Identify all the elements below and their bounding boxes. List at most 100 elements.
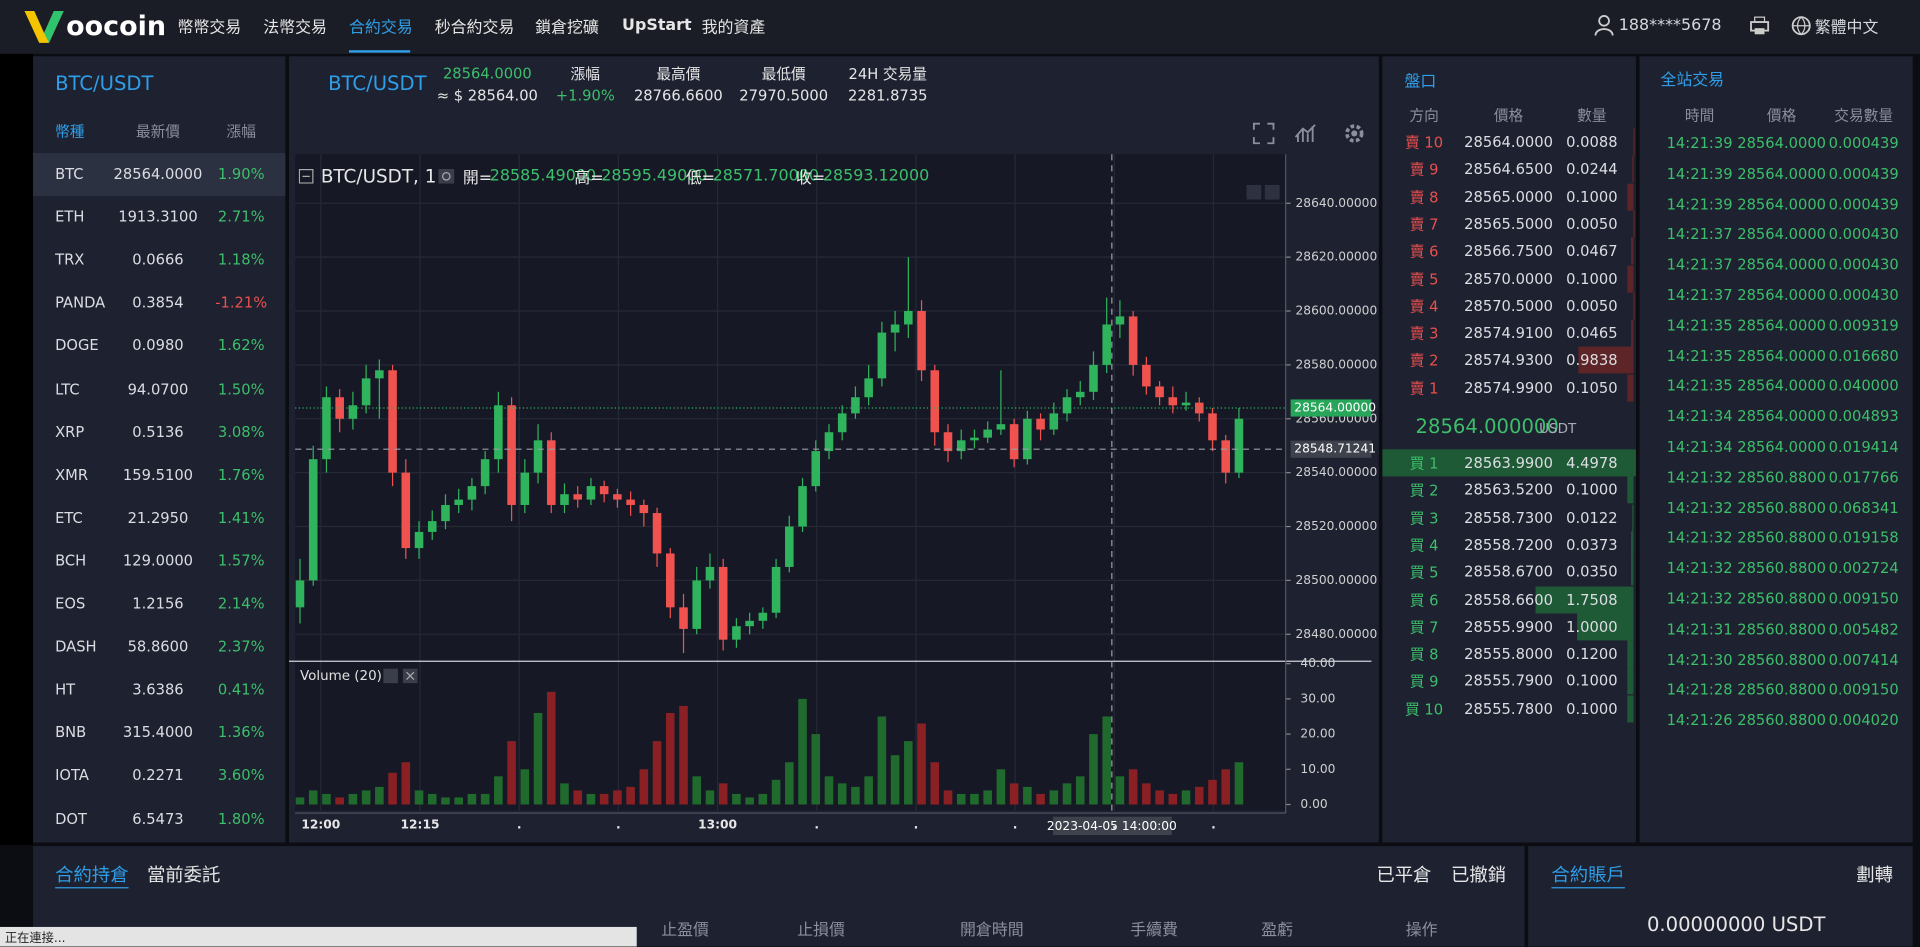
- settings-button[interactable]: [1345, 124, 1364, 143]
- orderbook-price[interactable]: 28566.7500: [1464, 242, 1553, 260]
- orderbook-price[interactable]: 28558.6700: [1464, 563, 1553, 581]
- positions-filter[interactable]: 已撤銷: [1451, 863, 1507, 886]
- nav-item[interactable]: 合約交易: [348, 18, 413, 38]
- market-cell[interactable]: 1.2156: [132, 595, 184, 613]
- positions-column: 止盈價: [661, 921, 709, 940]
- market-cell[interactable]: 0.3854: [132, 294, 184, 312]
- orderbook-price[interactable]: 28565.5000: [1464, 215, 1553, 233]
- orderbook-price[interactable]: 28565.0000: [1464, 188, 1553, 206]
- market-cell[interactable]: BNB: [55, 724, 87, 742]
- market-cell[interactable]: 3.6386: [132, 681, 184, 699]
- printer-icon[interactable]: [1750, 16, 1770, 36]
- market-cell[interactable]: ETC: [55, 509, 83, 527]
- market-cell[interactable]: DASH: [55, 638, 97, 656]
- market-cell[interactable]: 3.08%: [217, 423, 265, 441]
- orderbook-price[interactable]: 28558.7200: [1464, 536, 1553, 554]
- market-cell[interactable]: 1.62%: [217, 337, 265, 355]
- trade-cell: 0.019414: [1828, 438, 1899, 456]
- market-cell[interactable]: DOGE: [55, 337, 99, 355]
- market-cell[interactable]: HT: [55, 681, 76, 699]
- market-cell[interactable]: 0.2271: [132, 767, 184, 785]
- orderbook-price[interactable]: 28563.9900: [1464, 454, 1553, 472]
- user-icon[interactable]: [1594, 15, 1614, 37]
- market-cell[interactable]: BCH: [55, 552, 87, 570]
- trade-cell: 0.009319: [1828, 316, 1899, 335]
- globe-icon[interactable]: [1791, 16, 1811, 36]
- legend-settings-icon[interactable]: [438, 168, 455, 184]
- user-phone[interactable]: 188****5678: [1618, 16, 1722, 35]
- market-cell[interactable]: 21.2950: [127, 509, 189, 527]
- market-cell[interactable]: EOS: [55, 595, 86, 613]
- orderbook-price[interactable]: 28555.7900: [1464, 672, 1553, 690]
- volume-controls[interactable]: [383, 668, 420, 684]
- market-cell[interactable]: IOTA: [55, 767, 89, 785]
- orderbook-header: 數量: [1577, 107, 1607, 125]
- orderbook-price[interactable]: 28570.5000: [1464, 297, 1553, 315]
- market-cell[interactable]: 1.50%: [217, 380, 265, 398]
- market-cell[interactable]: 315.4000: [122, 724, 194, 742]
- market-cell[interactable]: 0.41%: [217, 681, 265, 699]
- trade-cell: 14:21:32: [1666, 468, 1733, 486]
- orderbook-side: 賣 3: [1409, 325, 1439, 343]
- market-cell[interactable]: 1.18%: [217, 251, 265, 269]
- market-cell[interactable]: PANDA: [55, 294, 106, 312]
- orderbook-price[interactable]: 28574.9100: [1464, 324, 1553, 342]
- orderbook-price[interactable]: 28574.9900: [1464, 379, 1553, 397]
- market-cell[interactable]: -1.21%: [215, 294, 268, 312]
- nav-item[interactable]: 幣幣交易: [177, 18, 242, 38]
- market-cell[interactable]: 0.5136: [132, 423, 184, 441]
- nav-item[interactable]: 我的資產: [701, 18, 766, 38]
- market-cell[interactable]: 58.8600: [127, 638, 189, 656]
- market-cell[interactable]: LTC: [55, 380, 80, 398]
- market-cell[interactable]: ETH: [55, 208, 85, 226]
- market-cell[interactable]: TRX: [55, 251, 85, 269]
- scroll-icons[interactable]: [1246, 184, 1281, 200]
- orderbook-price[interactable]: 28574.9300: [1464, 351, 1553, 370]
- indicator-button[interactable]: [1294, 124, 1316, 143]
- orderbook-price[interactable]: 28570.0000: [1464, 270, 1553, 288]
- legend-collapse-icon[interactable]: [298, 168, 314, 184]
- market-cell[interactable]: BTC: [55, 165, 84, 183]
- market-cell[interactable]: 0.0666: [132, 251, 184, 269]
- market-cell[interactable]: 1.57%: [217, 552, 265, 570]
- market-cell[interactable]: DOT: [55, 810, 87, 828]
- market-cell[interactable]: 94.0700: [127, 380, 189, 398]
- market-cell[interactable]: 159.5100: [122, 466, 194, 484]
- orderbook-price[interactable]: 28555.7800: [1464, 700, 1553, 718]
- positions-tab[interactable]: 當前委託: [146, 863, 221, 886]
- orderbook-price[interactable]: 28558.6600: [1464, 590, 1553, 608]
- market-cell[interactable]: 1.76%: [217, 466, 265, 484]
- market-cell[interactable]: 0.0980: [132, 337, 184, 355]
- trade-cell: 28560.8800: [1737, 468, 1827, 486]
- positions-filter[interactable]: 已平倉: [1376, 863, 1432, 886]
- nav-item[interactable]: 法幣交易: [263, 18, 327, 38]
- market-cell[interactable]: 1.90%: [217, 165, 265, 183]
- market-cell[interactable]: 2.14%: [217, 595, 265, 613]
- orderbook-price[interactable]: 28555.9900: [1464, 618, 1553, 636]
- language-select[interactable]: 繁體中文: [1814, 18, 1879, 38]
- orderbook-price[interactable]: 28564.0000: [1464, 133, 1553, 151]
- market-cell[interactable]: XRP: [55, 423, 85, 441]
- nav-item[interactable]: 鎖倉挖礦: [535, 18, 599, 38]
- market-cell[interactable]: 3.60%: [217, 767, 265, 785]
- market-cell[interactable]: 2.71%: [217, 208, 265, 226]
- nav-item[interactable]: 秒合約交易: [434, 18, 515, 38]
- fullscreen-button[interactable]: [1252, 122, 1275, 145]
- market-cell[interactable]: XMR: [55, 466, 89, 484]
- positions-tab[interactable]: 合約持倉: [55, 863, 129, 886]
- orderbook-price[interactable]: 28558.7300: [1464, 508, 1553, 527]
- market-cell[interactable]: 6.5473: [132, 810, 184, 828]
- market-cell[interactable]: 129.0000: [122, 552, 194, 570]
- orderbook-price[interactable]: 28555.8000: [1464, 645, 1553, 663]
- market-cell[interactable]: 1.80%: [217, 810, 265, 828]
- orderbook-price[interactable]: 28564.6500: [1464, 160, 1553, 178]
- nav-item[interactable]: UpStart: [622, 16, 692, 35]
- market-cell[interactable]: 1913.3100: [118, 208, 198, 226]
- market-cell[interactable]: 2.37%: [217, 638, 265, 656]
- orderbook-price[interactable]: 28563.5200: [1464, 481, 1553, 499]
- market-cell[interactable]: 1.41%: [217, 509, 265, 527]
- market-cell[interactable]: 1.36%: [217, 724, 265, 742]
- account-title[interactable]: 合約賬戶: [1551, 863, 1625, 886]
- account-transfer[interactable]: 劃轉: [1856, 863, 1894, 886]
- market-cell[interactable]: 28564.0000: [113, 165, 203, 183]
